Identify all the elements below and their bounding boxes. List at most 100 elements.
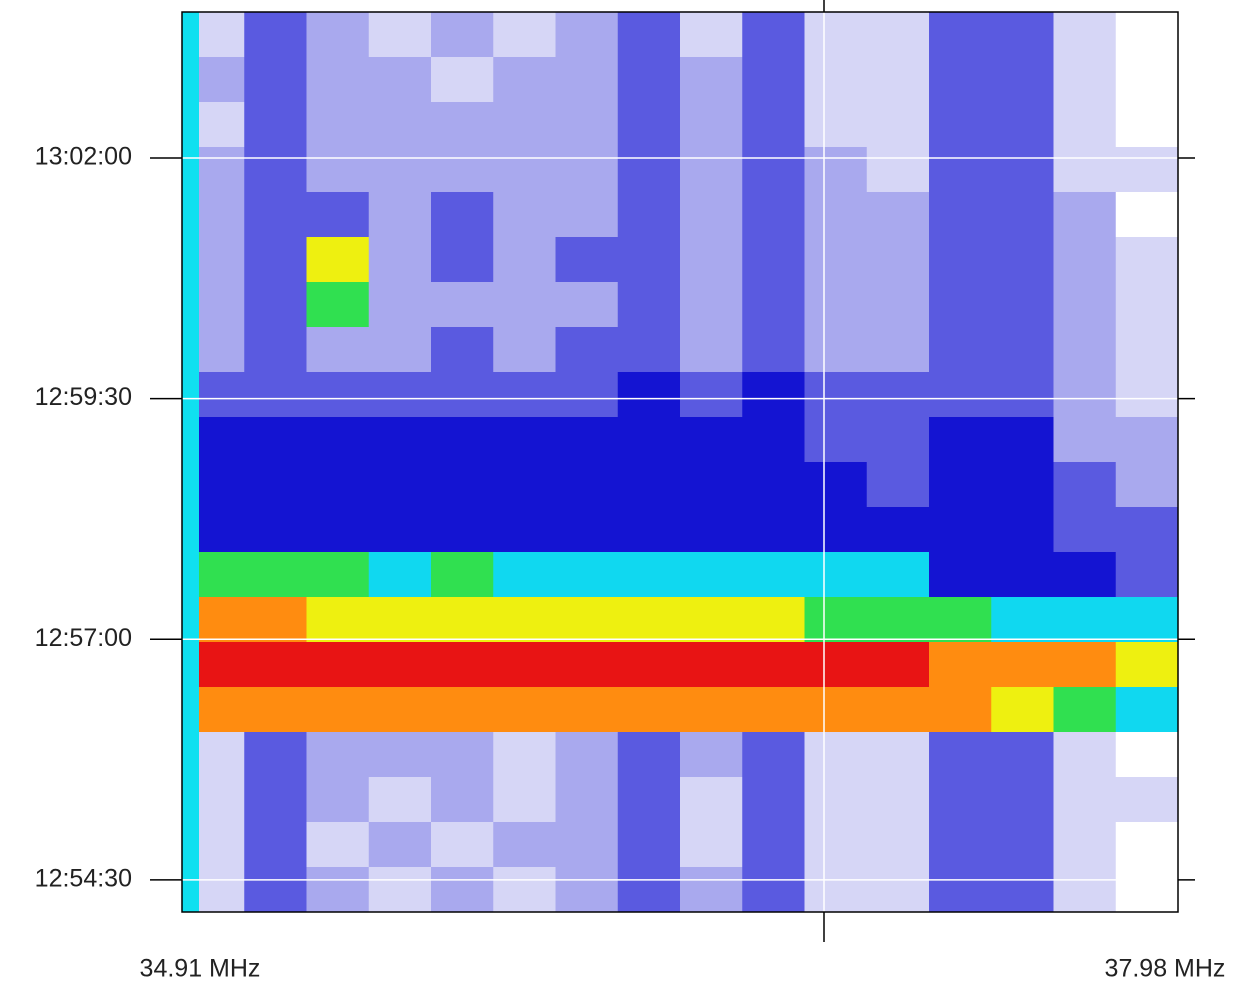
heatmap-cell [493,552,556,598]
heatmap-cell [991,462,1054,508]
y-tick-label: 12:59:30 [35,383,132,411]
heatmap-cell [804,237,868,283]
heatmap-cell [617,102,681,148]
heatmap-cell [244,462,307,508]
edge-strip [182,12,199,912]
heatmap-cell [493,642,556,688]
heatmap-cell [804,282,868,328]
heatmap-cell [742,192,805,238]
heatmap-cell [306,102,370,148]
heatmap-cell [493,12,556,58]
heatmap-cell [368,507,432,553]
heatmap-cell [804,777,868,823]
heatmap-cell [431,417,494,463]
heatmap-cell [306,507,370,553]
heatmap-cell [493,327,556,373]
heatmap-cell [929,732,992,778]
heatmap-cell [555,12,619,58]
heatmap-cell [1053,597,1117,643]
heatmap-cell [680,282,743,328]
heatmap-cell [680,147,743,193]
heatmap-cell [804,417,868,463]
heatmap-cell [617,147,681,193]
heatmap-cell [493,192,556,238]
heatmap-cell [368,57,432,103]
heatmap-cell [431,237,494,283]
heatmap-cell [1053,102,1117,148]
heatmap-cell [431,687,494,733]
heatmap-cell [742,867,805,913]
heatmap-cell [991,12,1054,58]
heatmap-cell [929,597,992,643]
heatmap-cell [555,687,619,733]
heatmap-cell [1115,732,1179,778]
y-tick-label: 12:57:00 [35,624,132,652]
heatmap-cell [555,147,619,193]
heatmap-cell [244,417,307,463]
heatmap-cell [680,417,743,463]
heatmap-cell [1053,282,1117,328]
heatmap-cell [431,327,494,373]
heatmap-cell [804,822,868,868]
heatmap-cell [1053,192,1117,238]
heatmap-cell [493,732,556,778]
heatmap-cell [929,12,992,58]
heatmap-cell [493,237,556,283]
heatmap-cell [680,597,743,643]
heatmap-cell [1115,822,1179,868]
heatmap-cell [680,102,743,148]
heatmap-cell [804,192,868,238]
heatmap-cell [866,147,930,193]
heatmap-cell [244,192,307,238]
heatmap-cell [431,12,494,58]
heatmap-cell [431,507,494,553]
heatmap-cell [493,102,556,148]
heatmap-cell [866,822,930,868]
heatmap-cell [244,687,307,733]
heatmap-cell [493,417,556,463]
heatmap-cell [866,777,930,823]
heatmap-cell [1053,237,1117,283]
heatmap-cell [991,57,1054,103]
heatmap-cell [1053,57,1117,103]
heatmap-cell [244,552,307,598]
heatmap-cell [742,57,805,103]
heatmap-cell [617,597,681,643]
x-tick-label: 34.91 MHz [140,955,261,983]
heatmap-cell [244,147,307,193]
heatmap-cell [866,867,930,913]
heatmap-cell [680,867,743,913]
heatmap-cell [804,642,868,688]
heatmap-cell [742,327,805,373]
heatmap-cell [866,57,930,103]
heatmap-cell [866,507,930,553]
heatmap-cell [244,507,307,553]
heatmap-cell [368,282,432,328]
heatmap-cell [431,552,494,598]
heatmap-cell [742,462,805,508]
heatmap-cell [555,372,619,418]
heatmap-cell [244,282,307,328]
heatmap-cell [1053,687,1117,733]
heatmap-cell [1115,597,1179,643]
heatmap-cell [991,687,1054,733]
heatmap-cell [742,642,805,688]
heatmap-cell [617,462,681,508]
heatmap-cell [991,237,1054,283]
heatmap-cell [1115,12,1179,58]
overlay [182,157,1178,881]
heatmap-cell [368,642,432,688]
heatmap-cell [742,597,805,643]
heatmap-cell [617,687,681,733]
heatmap-cell [306,417,370,463]
heatmap-cell [244,237,307,283]
heatmap-cell [929,507,992,553]
heatmap-cell [493,777,556,823]
heatmap-cell [368,237,432,283]
heatmap-cell [244,597,307,643]
heatmap-cell [555,507,619,553]
heatmap-cell [431,372,494,418]
heatmap-cell [244,822,307,868]
